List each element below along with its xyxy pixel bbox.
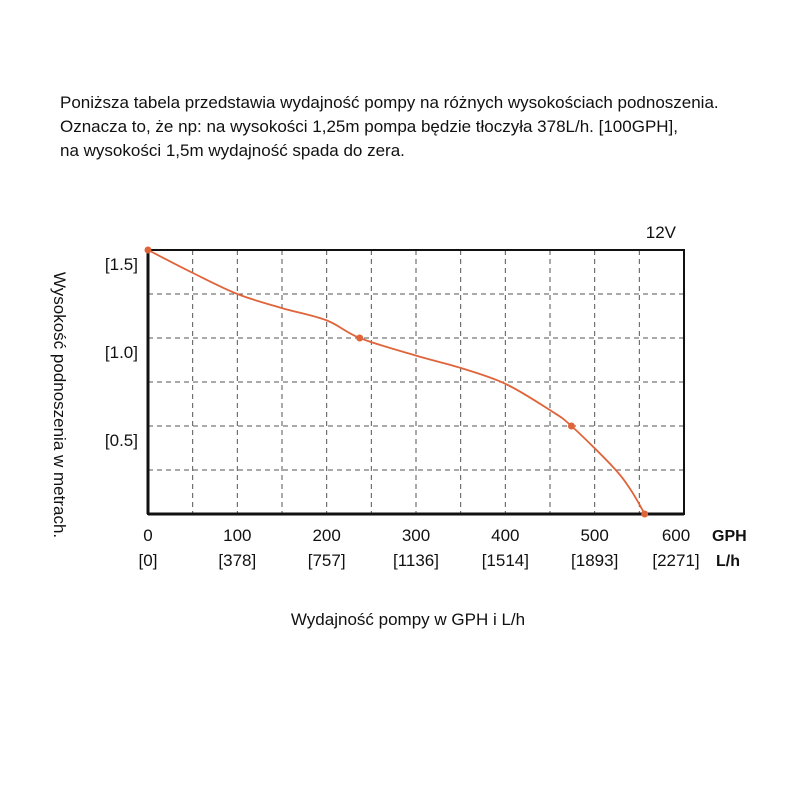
x-tick-label-lh: [757] — [308, 551, 346, 570]
data-point-marker — [641, 510, 649, 518]
data-point-marker — [144, 246, 152, 254]
performance-curve — [147, 249, 646, 515]
x-tick-label-gph: 600 — [662, 526, 690, 545]
x-tick-label-gph: 500 — [580, 526, 608, 545]
x-unit-gph: GPH — [712, 528, 747, 545]
x-tick-label-lh: [1136] — [393, 551, 439, 570]
intro-text: Poniższa tabela przedstawia wydajność po… — [60, 91, 719, 163]
x-unit-lh: L/h — [716, 553, 740, 570]
x-tick-label-lh: [378] — [218, 551, 256, 570]
y-tick-label: [0.5] — [105, 431, 138, 450]
x-axis-label: Wydajność pompy w GPH i L/h — [290, 610, 526, 629]
x-tick-label-gph: 0 — [143, 526, 152, 545]
x-tick-label-gph: 400 — [491, 526, 519, 545]
intro-line-3: na wysokości 1,5m wydajność spada do zer… — [60, 141, 405, 160]
data-point-marker — [567, 422, 575, 430]
y-tick-label: [1.0] — [105, 343, 138, 362]
x-tick-label-gph: 100 — [223, 526, 251, 545]
x-tick-label-lh: [1893] — [571, 551, 618, 570]
intro-line-2: Oznacza to, że np: na wysokości 1,25m po… — [60, 117, 679, 136]
intro-line-1: Poniższa tabela przedstawia wydajność po… — [60, 93, 719, 112]
x-tick-label-lh: [2271] — [652, 551, 699, 570]
x-tick-label-lh: [1514] — [482, 551, 529, 570]
chart-title: 12V — [646, 223, 677, 242]
x-tick-label-gph: 300 — [402, 526, 430, 545]
data-point-marker — [356, 334, 364, 342]
x-tick-label-gph: 200 — [312, 526, 340, 545]
y-tick-label: [1.5] — [105, 255, 138, 274]
y-axis-label: Wysokość podnoszenia w metrach. — [50, 271, 69, 539]
x-tick-label-lh: [0] — [139, 551, 158, 570]
